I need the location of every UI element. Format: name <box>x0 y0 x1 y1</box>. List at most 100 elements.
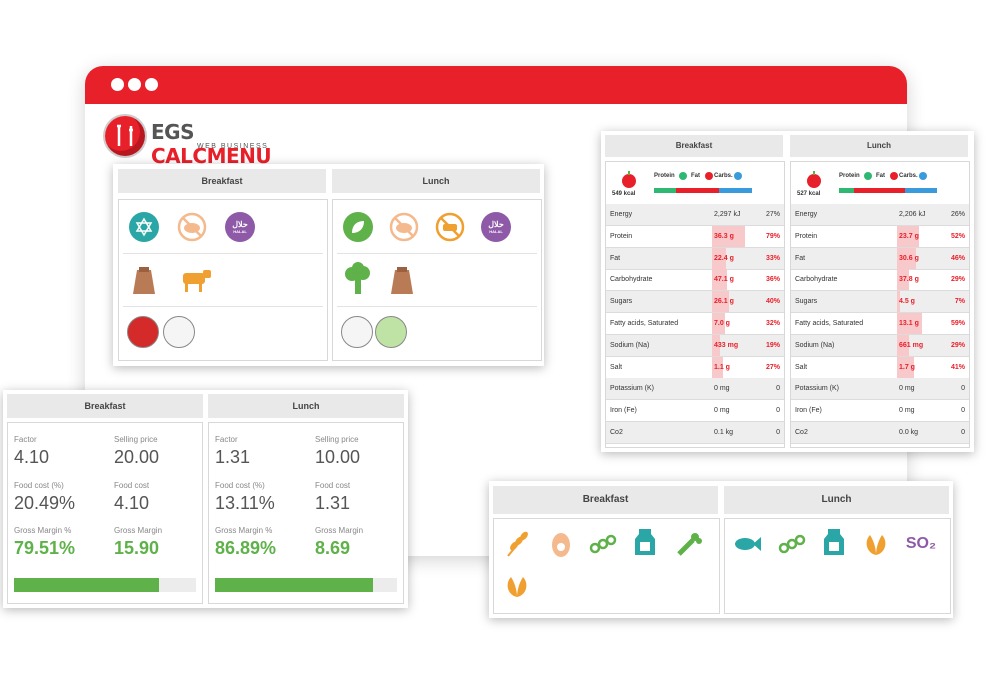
legend-dot-icon <box>864 172 872 180</box>
selling-value: 10.00 <box>315 447 361 467</box>
legend-dot-icon <box>919 172 927 180</box>
factor-label: Factor <box>215 435 238 444</box>
factor-label: Factor <box>14 435 37 444</box>
nutrient-row: Salt 1.1 g 27% <box>606 356 784 379</box>
nutrient-amount: 7.0 g <box>714 320 730 327</box>
nutrient-amount: 4.5 g <box>899 298 915 306</box>
cost-col-header: Lunch <box>208 394 404 418</box>
nutrient-percent: 0 <box>961 429 965 436</box>
nutrient-row: Sodium (Na) 661 mg 29% <box>791 334 969 357</box>
selling-value: 20.00 <box>114 447 160 467</box>
nutrient-percent: 29% <box>950 276 965 284</box>
no-beef-icon <box>435 212 465 242</box>
nutrient-name: Co2 <box>795 429 808 436</box>
nutrient-name: Salt <box>610 363 623 371</box>
nutrient-amount: 26.1 g <box>714 298 734 306</box>
brand-name-a: EGS <box>151 120 194 144</box>
traffic-light-empty-icon <box>163 316 195 348</box>
margin-bar-fill <box>14 578 159 592</box>
legend-label: Carbs. <box>714 173 733 179</box>
nutrient-name: Fatty acids, Saturated <box>610 320 679 327</box>
nutrient-percent: 7% <box>954 298 965 306</box>
nutrient-row: Iron (Fe) 0 mg 0 <box>606 400 784 423</box>
nutrient-name: Energy <box>610 211 633 218</box>
macro-segment <box>853 188 905 193</box>
brand-logo: EGS CALCMENU WEB BUSINESS <box>105 116 305 168</box>
window-minimize-dot[interactable] <box>128 78 141 91</box>
nutrient-row: Co2 0.0 kg 0 <box>791 422 969 444</box>
nutrient-amount: 30.6 g <box>899 254 919 262</box>
macro-segment <box>654 188 676 193</box>
kcal-total: 527 kcal <box>797 191 821 197</box>
nutrient-amount: 22.4 g <box>714 254 734 262</box>
cost-col-body: Factor 1.31 Selling price 10.00 Food cost (%… <box>208 422 404 604</box>
nutrient-row: Potassium (K) 0 mg 0 <box>606 378 784 401</box>
logo-emblem-icon <box>105 116 145 156</box>
window-close-dot[interactable] <box>111 78 124 91</box>
fc-pct-value: 20.49% <box>14 493 76 513</box>
window-maximize-dot[interactable] <box>145 78 158 91</box>
nutrient-level-bar <box>712 225 746 247</box>
macro-split-bar <box>654 188 752 193</box>
soy-icon <box>777 529 807 559</box>
allergen-col-lunch: SO₂ <box>724 518 951 614</box>
nutrient-percent: 36% <box>765 276 780 284</box>
halal-icon: حلال HALAL <box>481 212 511 242</box>
nutrient-level-bar <box>897 225 919 247</box>
nutrient-row: Carbohydrate 47.1 g 36% <box>606 269 784 292</box>
nuts-icon <box>502 571 532 601</box>
gm-pct-value: 86.89% <box>215 538 277 558</box>
nutrition-card: Breakfast Lunch 549 kcal Protein Fat Carbs.… <box>601 131 974 452</box>
cost-col-lunch: Lunch Factor 1.31 Selling price 10.00 Food co… <box>208 394 404 604</box>
margin-bar <box>14 578 196 592</box>
flour-sack-icon <box>129 264 159 298</box>
nutrient-name: Fat <box>795 254 806 262</box>
traffic-light-empty-icon <box>341 316 373 348</box>
macro-segment <box>839 188 854 193</box>
nutrient-percent: 0 <box>776 385 780 393</box>
fc-label: Food cost <box>315 481 351 490</box>
nutrient-row: Salt 1.7 g 41% <box>791 356 969 379</box>
cost-col-header: Breakfast <box>7 394 203 418</box>
diet-col-lunch: حلال HALAL <box>332 199 542 361</box>
legend-label: Fat <box>876 173 885 179</box>
legend-label: Protein <box>839 173 860 179</box>
nutrient-amount: 0.0 kg <box>899 429 919 436</box>
nutrient-percent: 27% <box>765 363 780 371</box>
fc-label: Food cost <box>114 481 150 490</box>
cost-card: Breakfast Factor 4.10 Selling price 20.00 Foo… <box>3 390 408 608</box>
nutrient-amount: 0.1 kg <box>714 429 734 436</box>
gm-pct-label: Gross Margin % <box>14 526 72 535</box>
nutrient-level-bar <box>897 247 917 269</box>
legend-label: Protein <box>654 173 675 179</box>
nutrient-amount: 1.7 g <box>899 363 915 371</box>
nutrient-name: Sugars <box>795 298 818 306</box>
nutrient-row: Energy 2,297 kJ 27% <box>606 204 784 226</box>
nutrient-percent: 40% <box>765 298 780 306</box>
macro-segment <box>904 188 937 193</box>
legend-label: Fat <box>691 173 700 179</box>
nutrient-row: Fatty acids, Saturated 7.0 g 32% <box>606 313 784 335</box>
nutrition-col-breakfast-header: Breakfast <box>605 135 783 157</box>
halal-sub-text: HALAL <box>489 229 503 234</box>
brand-subtitle: WEB BUSINESS <box>197 143 269 150</box>
nuts-icon <box>861 529 891 559</box>
gm-value: 8.69 <box>315 538 351 558</box>
nutrition-col-lunch: 527 kcal Protein Fat Carbs. Energy 2,206 kJ 26… <box>790 161 970 448</box>
gm-label: Gross Margin <box>114 526 163 535</box>
nutrient-amount: 47.1 g <box>714 276 734 284</box>
nutrient-level-bar <box>897 269 910 291</box>
kcal-total: 549 kcal <box>612 191 636 197</box>
nutrient-row: Carbohydrate 37.8 g 29% <box>791 269 969 292</box>
nutrient-level-bar <box>712 356 724 378</box>
wheat-icon <box>502 529 532 559</box>
nutrient-percent: 46% <box>950 254 965 262</box>
macro-split-bar <box>839 188 937 193</box>
divider <box>337 253 537 254</box>
divider <box>123 306 323 307</box>
nutrient-row: Sugars 26.1 g 40% <box>606 291 784 314</box>
nutrient-percent: 0 <box>961 385 965 393</box>
nutrient-percent: 59% <box>950 320 965 327</box>
nutrient-name: Fatty acids, Saturated <box>795 320 864 327</box>
flour-sack-icon <box>387 264 417 298</box>
